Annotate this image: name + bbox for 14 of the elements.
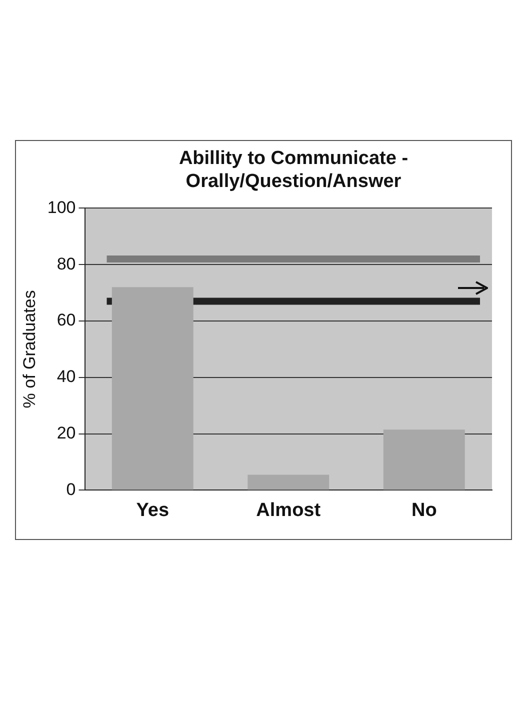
x-tick-label: No bbox=[411, 500, 437, 521]
bar bbox=[248, 474, 330, 490]
y-tick-label: 0 bbox=[66, 480, 76, 499]
y-tick-label: 80 bbox=[56, 254, 76, 274]
y-tick-label: 40 bbox=[56, 367, 76, 386]
y-axis-title: % of Graduates bbox=[20, 290, 39, 408]
y-tick-label: 60 bbox=[56, 310, 76, 330]
bar bbox=[112, 287, 194, 490]
x-tick-label: Yes bbox=[136, 500, 170, 521]
y-tick-label: 20 bbox=[56, 423, 76, 442]
x-tick-label: Almost bbox=[256, 500, 322, 521]
bar bbox=[383, 430, 465, 490]
chart-title: Abillity to Communicate - Orally/Question/Answer bbox=[178, 147, 410, 193]
y-tick-label: 100 bbox=[47, 198, 76, 217]
